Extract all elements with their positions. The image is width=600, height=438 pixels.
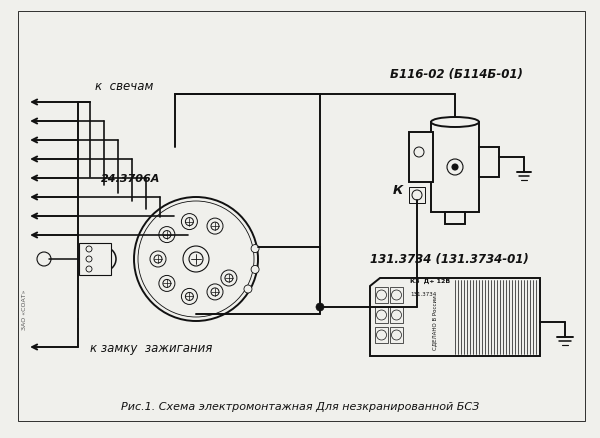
Circle shape [207, 284, 223, 300]
Circle shape [181, 289, 197, 305]
Bar [431, 123, 479, 212]
Text: 24.3706А: 24.3706А [101, 173, 160, 184]
Text: СДЕЛАНО В России: СДЕЛАНО В России [433, 295, 437, 349]
Circle shape [134, 198, 258, 321]
Bar [390, 287, 403, 303]
Circle shape [92, 247, 116, 272]
Circle shape [159, 227, 175, 243]
Text: К: К [393, 184, 403, 197]
Text: Б116-02 (Б114Б-01): Б116-02 (Б114Б-01) [390, 68, 523, 81]
Circle shape [183, 247, 209, 272]
Text: ЗАО «СОАТ»: ЗАО «СОАТ» [22, 289, 26, 329]
Circle shape [452, 165, 458, 171]
Circle shape [251, 266, 259, 274]
Text: 131.3734: 131.3734 [410, 291, 436, 297]
Circle shape [159, 276, 175, 292]
Bar [375, 327, 388, 343]
Text: к замку  зажигания: к замку зажигания [90, 341, 212, 354]
Text: 131.3734 (131.3734-01): 131.3734 (131.3734-01) [370, 252, 529, 265]
Circle shape [207, 219, 223, 235]
Text: к  свечам: к свечам [95, 80, 154, 93]
Ellipse shape [431, 118, 479, 128]
Circle shape [221, 270, 237, 286]
Circle shape [244, 285, 252, 293]
Bar [390, 327, 403, 343]
Circle shape [150, 251, 166, 267]
Bar [445, 212, 465, 225]
Circle shape [181, 214, 197, 230]
Bar [375, 287, 388, 303]
Bar [375, 307, 388, 323]
Bar [79, 244, 111, 276]
Circle shape [251, 245, 259, 253]
Bar [409, 133, 433, 183]
Bar [390, 307, 403, 323]
Polygon shape [370, 279, 540, 356]
Circle shape [316, 303, 324, 311]
Text: Рис.1. Схема электромонтажная Для незкранированной БСЗ: Рис.1. Схема электромонтажная Для незкра… [121, 401, 479, 411]
Bar [409, 187, 425, 204]
Circle shape [37, 252, 51, 266]
Bar [479, 148, 499, 177]
Text: КЗ  Д+ 12В: КЗ Д+ 12В [410, 279, 450, 283]
